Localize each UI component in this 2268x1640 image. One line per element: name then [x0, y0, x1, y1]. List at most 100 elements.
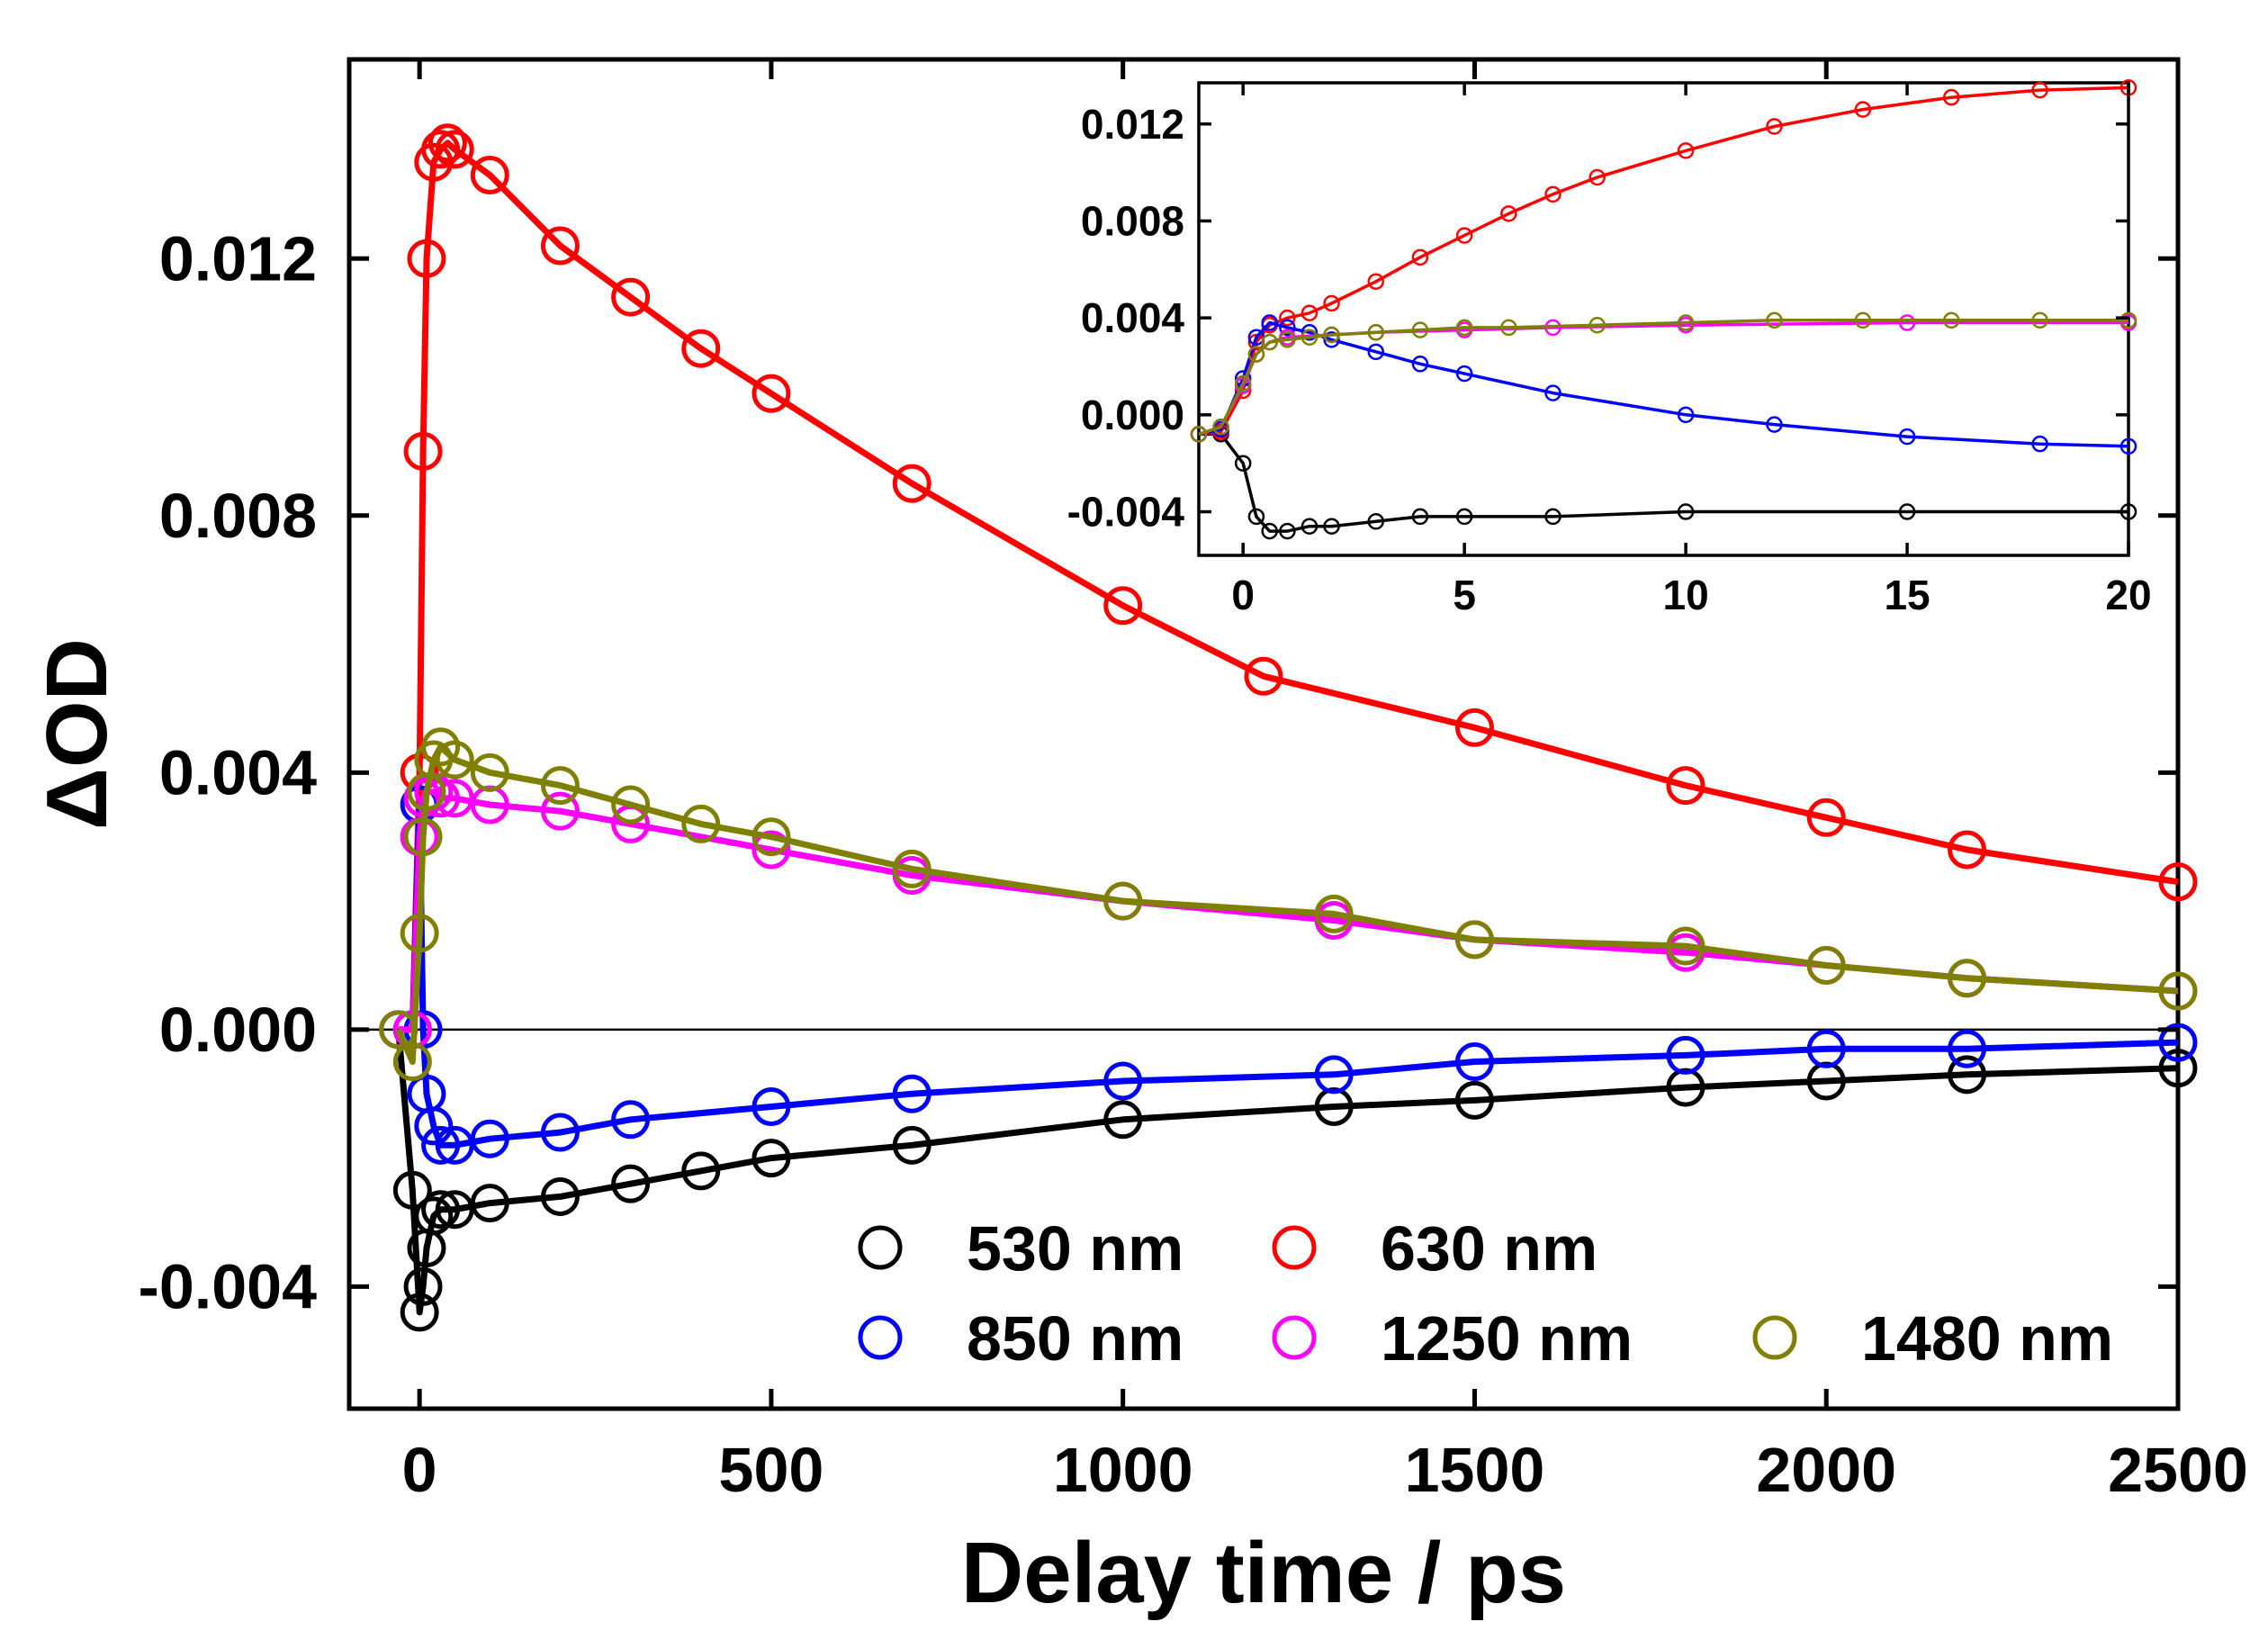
inset-data-point-1480-nm: [1766, 311, 1783, 329]
data-point-1480-nm: [400, 914, 439, 953]
x-axis-title: Delay time / ps: [961, 1525, 1566, 1621]
data-point-630-nm: [1806, 797, 1846, 837]
inset-data-point-530-nm: [1300, 518, 1318, 535]
inset-fit-line-1480-nm: [1198, 319, 2128, 437]
inset-data-point-850-nm: [2120, 437, 2138, 455]
y-tick-label: 0.004: [159, 737, 317, 807]
x-tick-label: 1500: [1405, 1435, 1545, 1505]
inset-data-point-1480-nm: [1411, 321, 1429, 338]
fit-line-530-nm: [395, 1029, 2179, 1316]
inset-data-point-850-nm: [1544, 384, 1562, 401]
inset-data-point-530-nm: [1544, 508, 1562, 526]
inset-data-point-1480-nm: [1500, 319, 1517, 337]
data-point-630-nm: [681, 329, 721, 368]
inset-data-point-630-nm: [1367, 273, 1385, 291]
data-point-1480-nm: [379, 1010, 418, 1050]
data-point-850-nm: [1806, 1029, 1846, 1068]
y-tick-label: 0.012: [159, 223, 317, 293]
inset-data-point-850-nm: [1766, 416, 1783, 433]
inset-data-point-850-nm: [1279, 319, 1296, 337]
y-tick-label: 0.008: [159, 481, 317, 551]
inset-data-point-850-nm: [1455, 365, 1473, 383]
data-point-630-nm: [421, 130, 461, 169]
data-point-630-nm: [403, 431, 443, 471]
data-point-530-nm: [540, 1176, 580, 1216]
inset-data-point-530-nm: [1261, 522, 1278, 540]
inset-data-point-1480-nm: [1455, 319, 1473, 337]
inset-data-point-1480-nm: [1247, 346, 1265, 363]
inset-data-point-630-nm: [2031, 81, 2048, 99]
inset-data-point-850-nm: [1677, 406, 1695, 424]
data-point-850-nm: [421, 1125, 461, 1165]
data-point-1480-nm: [1103, 881, 1143, 921]
inset-data-point-530-nm: [1234, 455, 1252, 472]
inset-x-tick-label: 5: [1453, 572, 1476, 618]
x-tick-label: 0: [402, 1435, 437, 1505]
inset-data-point-1480-nm: [1323, 326, 1340, 344]
inset-data-point-850-nm: [1367, 343, 1385, 361]
inset-y-tick-label: 0.008: [1081, 197, 1184, 244]
inset-data-point-850-nm: [1300, 324, 1318, 341]
inset-x-tick-label: 20: [2105, 572, 2151, 618]
inset-data-point-530-nm: [1367, 513, 1385, 530]
inset-y-tick-label: 0.012: [1081, 101, 1184, 148]
inset-fit-line-530-nm: [1199, 432, 2128, 533]
data-point-1250-nm: [752, 830, 791, 870]
data-point-850-nm: [1454, 1042, 1494, 1082]
data-point-530-nm: [2158, 1049, 2198, 1088]
data-point-850-nm: [1948, 1029, 1987, 1068]
data-point-630-nm: [407, 239, 446, 278]
inset-data-point-530-nm: [1455, 508, 1473, 526]
inset-data-point-1480-nm: [1300, 329, 1318, 346]
data-point-850-nm: [1103, 1061, 1143, 1101]
data-point-630-nm: [470, 155, 509, 194]
data-point-1480-nm: [403, 817, 443, 857]
inset-data-point-630-nm: [1766, 118, 1783, 135]
inset-data-point-630-nm: [1854, 101, 1872, 118]
inset-data-point-1480-nm: [1212, 419, 1229, 436]
legend-label-850-nm: 850 nm: [967, 1303, 1184, 1374]
data-point-630-nm: [1666, 766, 1706, 806]
inset-data-point-850-nm: [1323, 331, 1340, 348]
data-point-1480-nm: [435, 740, 474, 779]
legend-label-1480-nm: 1480 nm: [1861, 1303, 2113, 1374]
inset-data-point-530-nm: [1279, 522, 1296, 540]
data-point-850-nm: [892, 1074, 932, 1113]
inset-data-point-1480-nm: [1261, 333, 1278, 351]
inset-data-point-1480-nm: [1942, 311, 1960, 329]
inset-data-point-1480-nm: [1234, 374, 1252, 392]
data-point-530-nm: [421, 1190, 461, 1230]
data-point-530-nm: [403, 1266, 443, 1306]
data-point-630-nm: [540, 226, 580, 266]
x-tick-label: 2000: [1756, 1435, 1896, 1505]
inset-data-point-1480-nm: [1367, 324, 1385, 341]
inset-data-point-850-nm: [1261, 314, 1278, 331]
data-point-850-nm: [540, 1113, 580, 1152]
data-point-1480-nm: [540, 766, 580, 806]
data-point-1480-nm: [1948, 959, 1987, 998]
inset-data-point-630-nm: [1942, 88, 1960, 106]
data-point-530-nm: [400, 1293, 439, 1332]
data-point-850-nm: [470, 1119, 509, 1158]
data-point-630-nm: [892, 464, 932, 503]
data-point-850-nm: [752, 1087, 791, 1127]
inset-x-tick-label: 10: [1663, 572, 1709, 618]
legend-marker-530-nm: [858, 1225, 903, 1270]
data-point-630-nm: [435, 130, 474, 169]
data-point-1480-nm: [1454, 920, 1494, 960]
inset-data-point-530-nm: [1247, 508, 1265, 526]
x-tick-label: 500: [719, 1435, 824, 1505]
y-tick-label: 0.000: [159, 995, 317, 1065]
data-point-530-nm: [470, 1184, 509, 1223]
inset-x-tick-label: 0: [1231, 572, 1255, 618]
data-point-530-nm: [892, 1125, 932, 1165]
inset-data-point-630-nm: [1411, 248, 1429, 266]
data-point-1480-nm: [1666, 926, 1706, 966]
data-point-1480-nm: [892, 849, 932, 888]
y-tick-label: -0.004: [139, 1251, 318, 1321]
inset-data-point-1480-nm: [1588, 316, 1606, 334]
inset-data-point-530-nm: [1323, 518, 1340, 535]
data-point-630-nm: [1244, 656, 1283, 696]
y-axis-title: ΔOD: [29, 638, 125, 830]
